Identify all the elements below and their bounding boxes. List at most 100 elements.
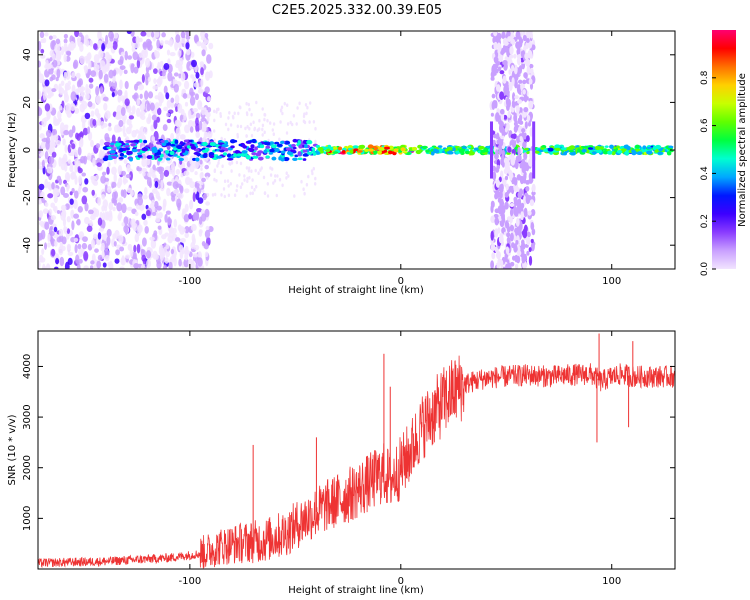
spectrogram-noise-dot — [84, 178, 89, 185]
spectrogram-noise-dot — [146, 41, 152, 49]
spectrogram-tone-mark — [297, 157, 303, 161]
spectrogram-speckle — [245, 194, 248, 198]
spectrogram-noise-dot — [145, 210, 151, 217]
spectrogram-noise-dot — [126, 105, 132, 113]
spectrogram-tone-mark — [631, 149, 636, 154]
spectrogram-tone-mark — [383, 146, 391, 150]
spectrogram-noise-dot — [44, 79, 50, 87]
spectrogram-noise-dot — [63, 33, 68, 39]
spectrogram-burst-dot — [521, 128, 526, 133]
spectrogram-tone-mark — [448, 151, 454, 155]
spectrogram-noise-dot — [166, 49, 171, 56]
x-tick-label: -100 — [179, 576, 202, 587]
spectrogram-noise-dot — [165, 210, 171, 215]
spectrogram-noise-dot — [184, 101, 189, 107]
spectrogram-noise-dot — [54, 240, 58, 247]
spectrogram-burst-dot — [508, 81, 513, 92]
spectrogram-speckle — [227, 116, 230, 120]
spectrogram-tone-mark — [306, 140, 313, 145]
spectrogram-speckle — [211, 193, 215, 197]
spectrogram-speckle — [266, 118, 269, 123]
spectrogram-speckle — [253, 187, 256, 192]
spectrogram-speckle — [243, 178, 246, 182]
spectrogram-burst-dot — [523, 171, 527, 177]
colorbar: 0.0 0.2 0.4 0.6 0.8 Normalized spectral ampl… — [700, 30, 748, 276]
colorbar-tick-label: 0.8 — [700, 70, 710, 85]
spectrogram-tone-mark — [276, 143, 283, 147]
spectrogram-noise-dot — [59, 234, 64, 243]
spectrogram-noise-dot — [83, 251, 89, 261]
spectrogram-speckle — [314, 139, 317, 144]
spectrogram-speckle — [314, 126, 317, 131]
spectrogram-noise-dot — [78, 32, 83, 38]
spectrogram-noise-dot — [85, 83, 89, 94]
spectrogram-speckle — [246, 176, 249, 181]
spectrogram-speckle — [298, 101, 301, 106]
spectrogram-burst-dot — [497, 32, 502, 41]
spectrogram-noise-dot — [135, 129, 140, 134]
x-tick-label: 100 — [602, 576, 621, 587]
spectrogram-burst-dot — [505, 183, 509, 191]
spectrogram-tone-mark — [226, 153, 232, 158]
spectrogram-noise-dot — [120, 170, 127, 176]
spectrogram-noise-dot — [81, 195, 88, 205]
spectrogram-noise-dot — [154, 180, 159, 189]
spectrogram-noise-dot — [88, 83, 94, 89]
spectrogram-noise-dot — [136, 98, 140, 106]
spectrogram-noise-dot — [38, 69, 41, 77]
spectrogram-tone-mark — [151, 148, 158, 153]
spectrogram-noise-dot — [208, 226, 214, 233]
spectrogram-noise-dot — [132, 36, 137, 44]
spectrogram-burst-dot — [523, 195, 527, 204]
spectrogram-noise-dot — [66, 215, 71, 223]
spectrogram-burst-dot — [505, 246, 510, 255]
spectrogram-burst-dot — [506, 232, 510, 238]
spectrogram-tone-mark — [421, 145, 428, 149]
spectrogram-noise-dot — [107, 261, 111, 268]
spectrogram-speckle — [213, 177, 216, 182]
spectrogram-noise-dot — [47, 242, 51, 248]
spectrogram-tone-mark — [666, 151, 672, 156]
spectrogram-tone-mark — [341, 150, 346, 154]
spectrogram-speckle — [204, 107, 207, 111]
spectrogram-noise-dot — [161, 71, 166, 77]
spectrogram-noise-dot — [189, 199, 194, 210]
spectrogram-burst-dot — [517, 146, 521, 156]
spectrogram-tone-mark — [315, 144, 320, 149]
spectrogram-burst-dot — [507, 146, 512, 153]
spectrogram-burst-dot — [514, 254, 519, 263]
spectrogram-noise-dot — [156, 166, 162, 172]
spectrogram-burst-dot — [528, 178, 534, 184]
spectrogram-speckle — [208, 161, 211, 165]
spectrogram-tone-mark — [190, 145, 197, 150]
spectrogram-speckle — [271, 128, 274, 132]
spectrogram-burst-dot — [510, 261, 515, 267]
spectrogram-tone-mark — [469, 151, 475, 156]
spectrogram-noise-dot — [124, 80, 129, 90]
spectrogram-burst-dot — [516, 56, 522, 66]
spectrogram-burst-dot — [500, 204, 506, 215]
spectrogram-y-ticks: -40 -20 0 20 40 — [22, 48, 675, 253]
spectrogram-tone-mark — [265, 145, 271, 149]
spectrogram-noise-dot — [84, 65, 88, 74]
spectrogram-tone-mark — [654, 148, 659, 153]
spectrogram-noise-dot — [91, 189, 95, 196]
y-tick-label: 40 — [22, 48, 33, 61]
spectrogram-noise-dot — [140, 248, 145, 254]
spectrogram-speckle — [286, 103, 289, 107]
spectrogram-tone-mark — [192, 157, 197, 161]
spectrogram-noise-dot — [205, 225, 210, 231]
spectrogram-noise-dot — [195, 131, 200, 139]
spectrogram-noise-dot — [77, 187, 81, 195]
spectrogram-noise-dot — [204, 229, 211, 239]
spectrogram-noise-dot — [200, 36, 207, 41]
spectrogram-noise-dot — [77, 206, 83, 213]
spectrogram-tone-mark — [110, 142, 115, 146]
spectrogram-speckle — [239, 161, 243, 166]
spectrogram-speckle — [285, 171, 288, 175]
spectrogram-noise-dot — [191, 59, 197, 68]
spectrogram-burst-dot — [518, 65, 523, 74]
spectrogram-noise-dot — [90, 214, 96, 221]
spectrogram-noise-dot — [38, 232, 41, 243]
spectrogram-noise-dot — [140, 153, 147, 160]
